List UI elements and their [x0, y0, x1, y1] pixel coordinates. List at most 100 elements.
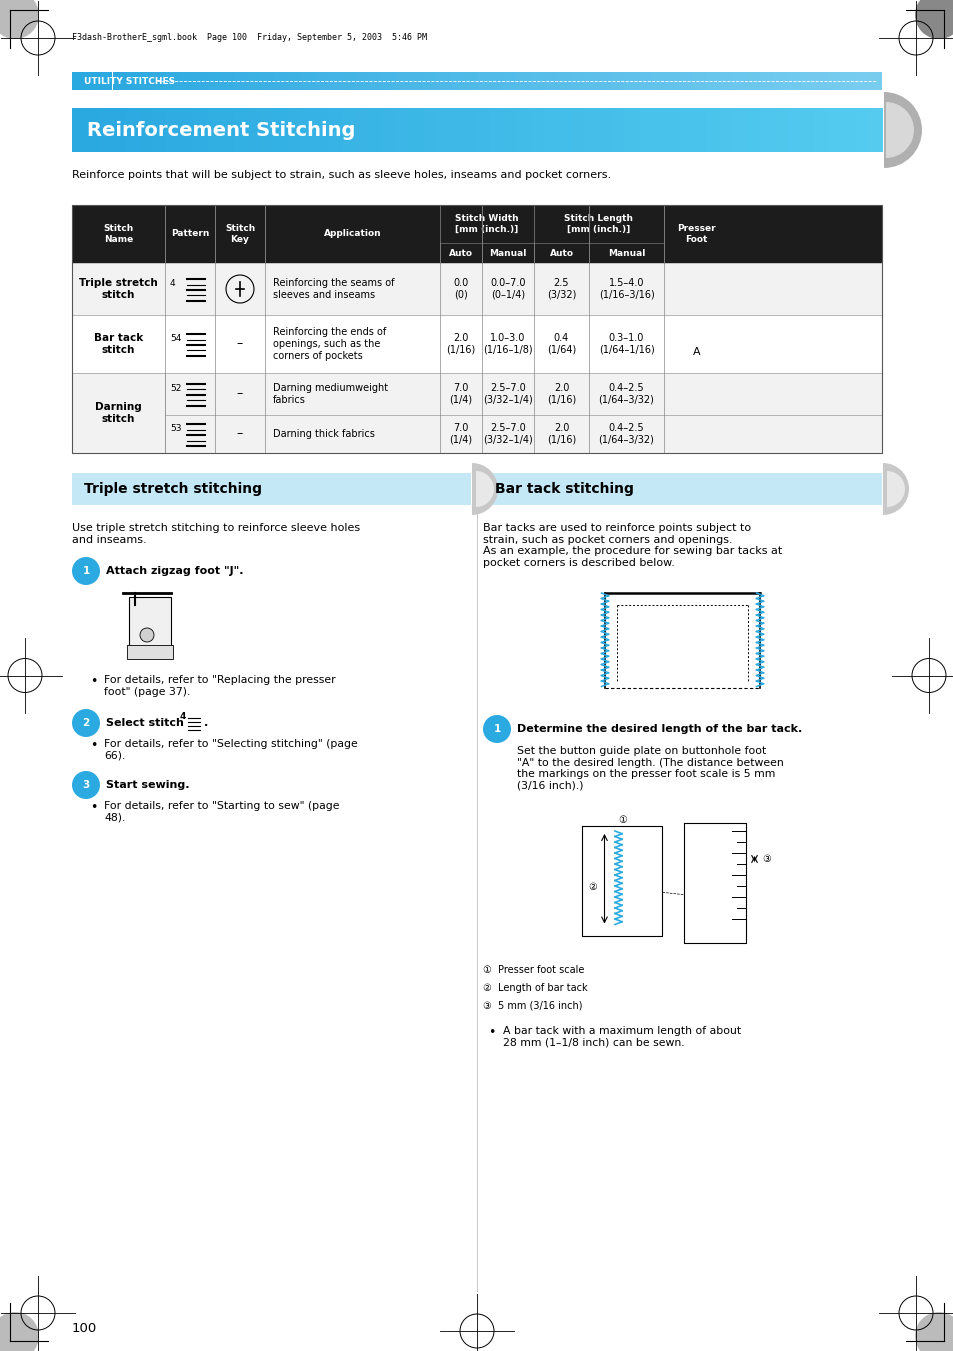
- Bar: [544, 108, 558, 153]
- Text: 0.4–2.5
(1/64–3/32): 0.4–2.5 (1/64–3/32): [598, 423, 654, 444]
- Text: Stitch
Name: Stitch Name: [103, 224, 133, 243]
- Bar: [139, 108, 153, 153]
- Wedge shape: [882, 463, 908, 515]
- Circle shape: [914, 1312, 953, 1351]
- Bar: [841, 72, 854, 91]
- Bar: [422, 108, 437, 153]
- Bar: [382, 72, 395, 91]
- Bar: [167, 108, 181, 153]
- Bar: [584, 108, 598, 153]
- Text: UTILITY STITCHES: UTILITY STITCHES: [84, 77, 175, 85]
- Bar: [517, 72, 531, 91]
- Bar: [220, 72, 233, 91]
- Circle shape: [0, 1312, 39, 1351]
- Circle shape: [914, 0, 953, 39]
- Bar: [436, 108, 451, 153]
- Text: 0.3–1.0
(1/64–1/16): 0.3–1.0 (1/64–1/16): [598, 334, 654, 355]
- Text: 4: 4: [170, 280, 175, 289]
- Bar: [476, 108, 491, 153]
- Text: 2: 2: [82, 717, 90, 728]
- Text: •: •: [90, 676, 97, 688]
- Circle shape: [71, 557, 100, 585]
- Text: •: •: [488, 1025, 495, 1039]
- Bar: [99, 108, 113, 153]
- Text: Reinforcing the ends of
openings, such as the
corners of pockets: Reinforcing the ends of openings, such a…: [273, 327, 386, 361]
- Text: 54: 54: [170, 335, 181, 343]
- Bar: [867, 108, 882, 153]
- Bar: [706, 72, 720, 91]
- Text: Use triple stretch stitching to reinforce sleeve holes
and inseams.: Use triple stretch stitching to reinforc…: [71, 523, 359, 544]
- Text: Reinforce points that will be subject to strain, such as sleeve holes, inseams a: Reinforce points that will be subject to…: [71, 170, 611, 180]
- Text: J: J: [140, 620, 145, 634]
- Text: 53: 53: [170, 424, 181, 434]
- Text: Bar tack stitching: Bar tack stitching: [495, 482, 633, 496]
- Text: Stitch
Key: Stitch Key: [225, 224, 254, 243]
- Bar: [395, 72, 409, 91]
- Bar: [544, 72, 558, 91]
- Bar: [692, 108, 707, 153]
- Bar: [314, 108, 329, 153]
- Text: For details, refer to "Starting to sew" (page
48).: For details, refer to "Starting to sew" …: [104, 801, 339, 823]
- Text: Stitch Width
[mm (inch.)]: Stitch Width [mm (inch.)]: [455, 215, 518, 234]
- Bar: [261, 72, 274, 91]
- Text: 2.5
(3/32): 2.5 (3/32): [546, 278, 576, 300]
- Text: Triple stretch
stitch: Triple stretch stitch: [79, 278, 157, 300]
- Text: .: .: [204, 717, 208, 728]
- Text: 2.5–7.0
(3/32–1/4): 2.5–7.0 (3/32–1/4): [482, 423, 533, 444]
- Bar: [71, 473, 471, 505]
- Text: F3dash-BrotherE_sgml.book  Page 100  Friday, September 5, 2003  5:46 PM: F3dash-BrotherE_sgml.book Page 100 Frida…: [71, 34, 427, 42]
- Bar: [167, 72, 180, 91]
- Bar: [773, 72, 786, 91]
- Text: 1: 1: [493, 724, 500, 734]
- Text: For details, refer to "Replacing the presser
foot" (page 37).: For details, refer to "Replacing the pre…: [104, 676, 335, 697]
- Text: 2.0
(1/16): 2.0 (1/16): [546, 384, 576, 405]
- Bar: [288, 108, 302, 153]
- Bar: [854, 72, 867, 91]
- Bar: [152, 108, 168, 153]
- Bar: [129, 597, 171, 657]
- Text: Darning thick fabrics: Darning thick fabrics: [273, 430, 375, 439]
- Bar: [193, 108, 208, 153]
- Circle shape: [71, 709, 100, 738]
- Bar: [652, 72, 665, 91]
- Text: –: –: [236, 338, 243, 350]
- Text: 0.4–2.5
(1/64–3/32): 0.4–2.5 (1/64–3/32): [598, 384, 654, 405]
- Bar: [733, 108, 747, 153]
- Bar: [355, 72, 369, 91]
- Text: 7.0
(1/4): 7.0 (1/4): [449, 384, 472, 405]
- Text: ②  Length of bar tack: ② Length of bar tack: [482, 984, 587, 993]
- Text: 4: 4: [180, 712, 186, 721]
- Bar: [773, 108, 788, 153]
- Bar: [827, 72, 841, 91]
- Text: 100: 100: [71, 1323, 97, 1336]
- Bar: [463, 72, 476, 91]
- Text: Bar tack
stitch: Bar tack stitch: [93, 334, 143, 355]
- Bar: [679, 108, 693, 153]
- Text: For details, refer to "Selecting stitching" (page
66).: For details, refer to "Selecting stitchi…: [104, 739, 357, 761]
- Text: Attach zigzag foot "J".: Attach zigzag foot "J".: [106, 566, 243, 576]
- Text: Application: Application: [323, 230, 381, 239]
- Bar: [463, 108, 477, 153]
- Text: 0.0
(0): 0.0 (0): [453, 278, 468, 300]
- Bar: [503, 72, 517, 91]
- Bar: [436, 72, 450, 91]
- Bar: [274, 72, 288, 91]
- Bar: [733, 72, 746, 91]
- Text: Auto: Auto: [449, 249, 473, 258]
- Bar: [369, 108, 383, 153]
- Text: 7.0
(1/4): 7.0 (1/4): [449, 423, 472, 444]
- Bar: [760, 108, 774, 153]
- Bar: [854, 108, 868, 153]
- Bar: [328, 108, 343, 153]
- Bar: [288, 72, 301, 91]
- Bar: [598, 108, 613, 153]
- Bar: [71, 415, 882, 453]
- Bar: [328, 72, 341, 91]
- Text: 2.0
(1/16): 2.0 (1/16): [446, 334, 476, 355]
- Bar: [301, 72, 314, 91]
- Text: Stitch Length
[mm (inch.)]: Stitch Length [mm (inch.)]: [564, 215, 633, 234]
- Text: •: •: [90, 801, 97, 815]
- Bar: [112, 108, 127, 153]
- Bar: [827, 108, 841, 153]
- Bar: [71, 373, 165, 453]
